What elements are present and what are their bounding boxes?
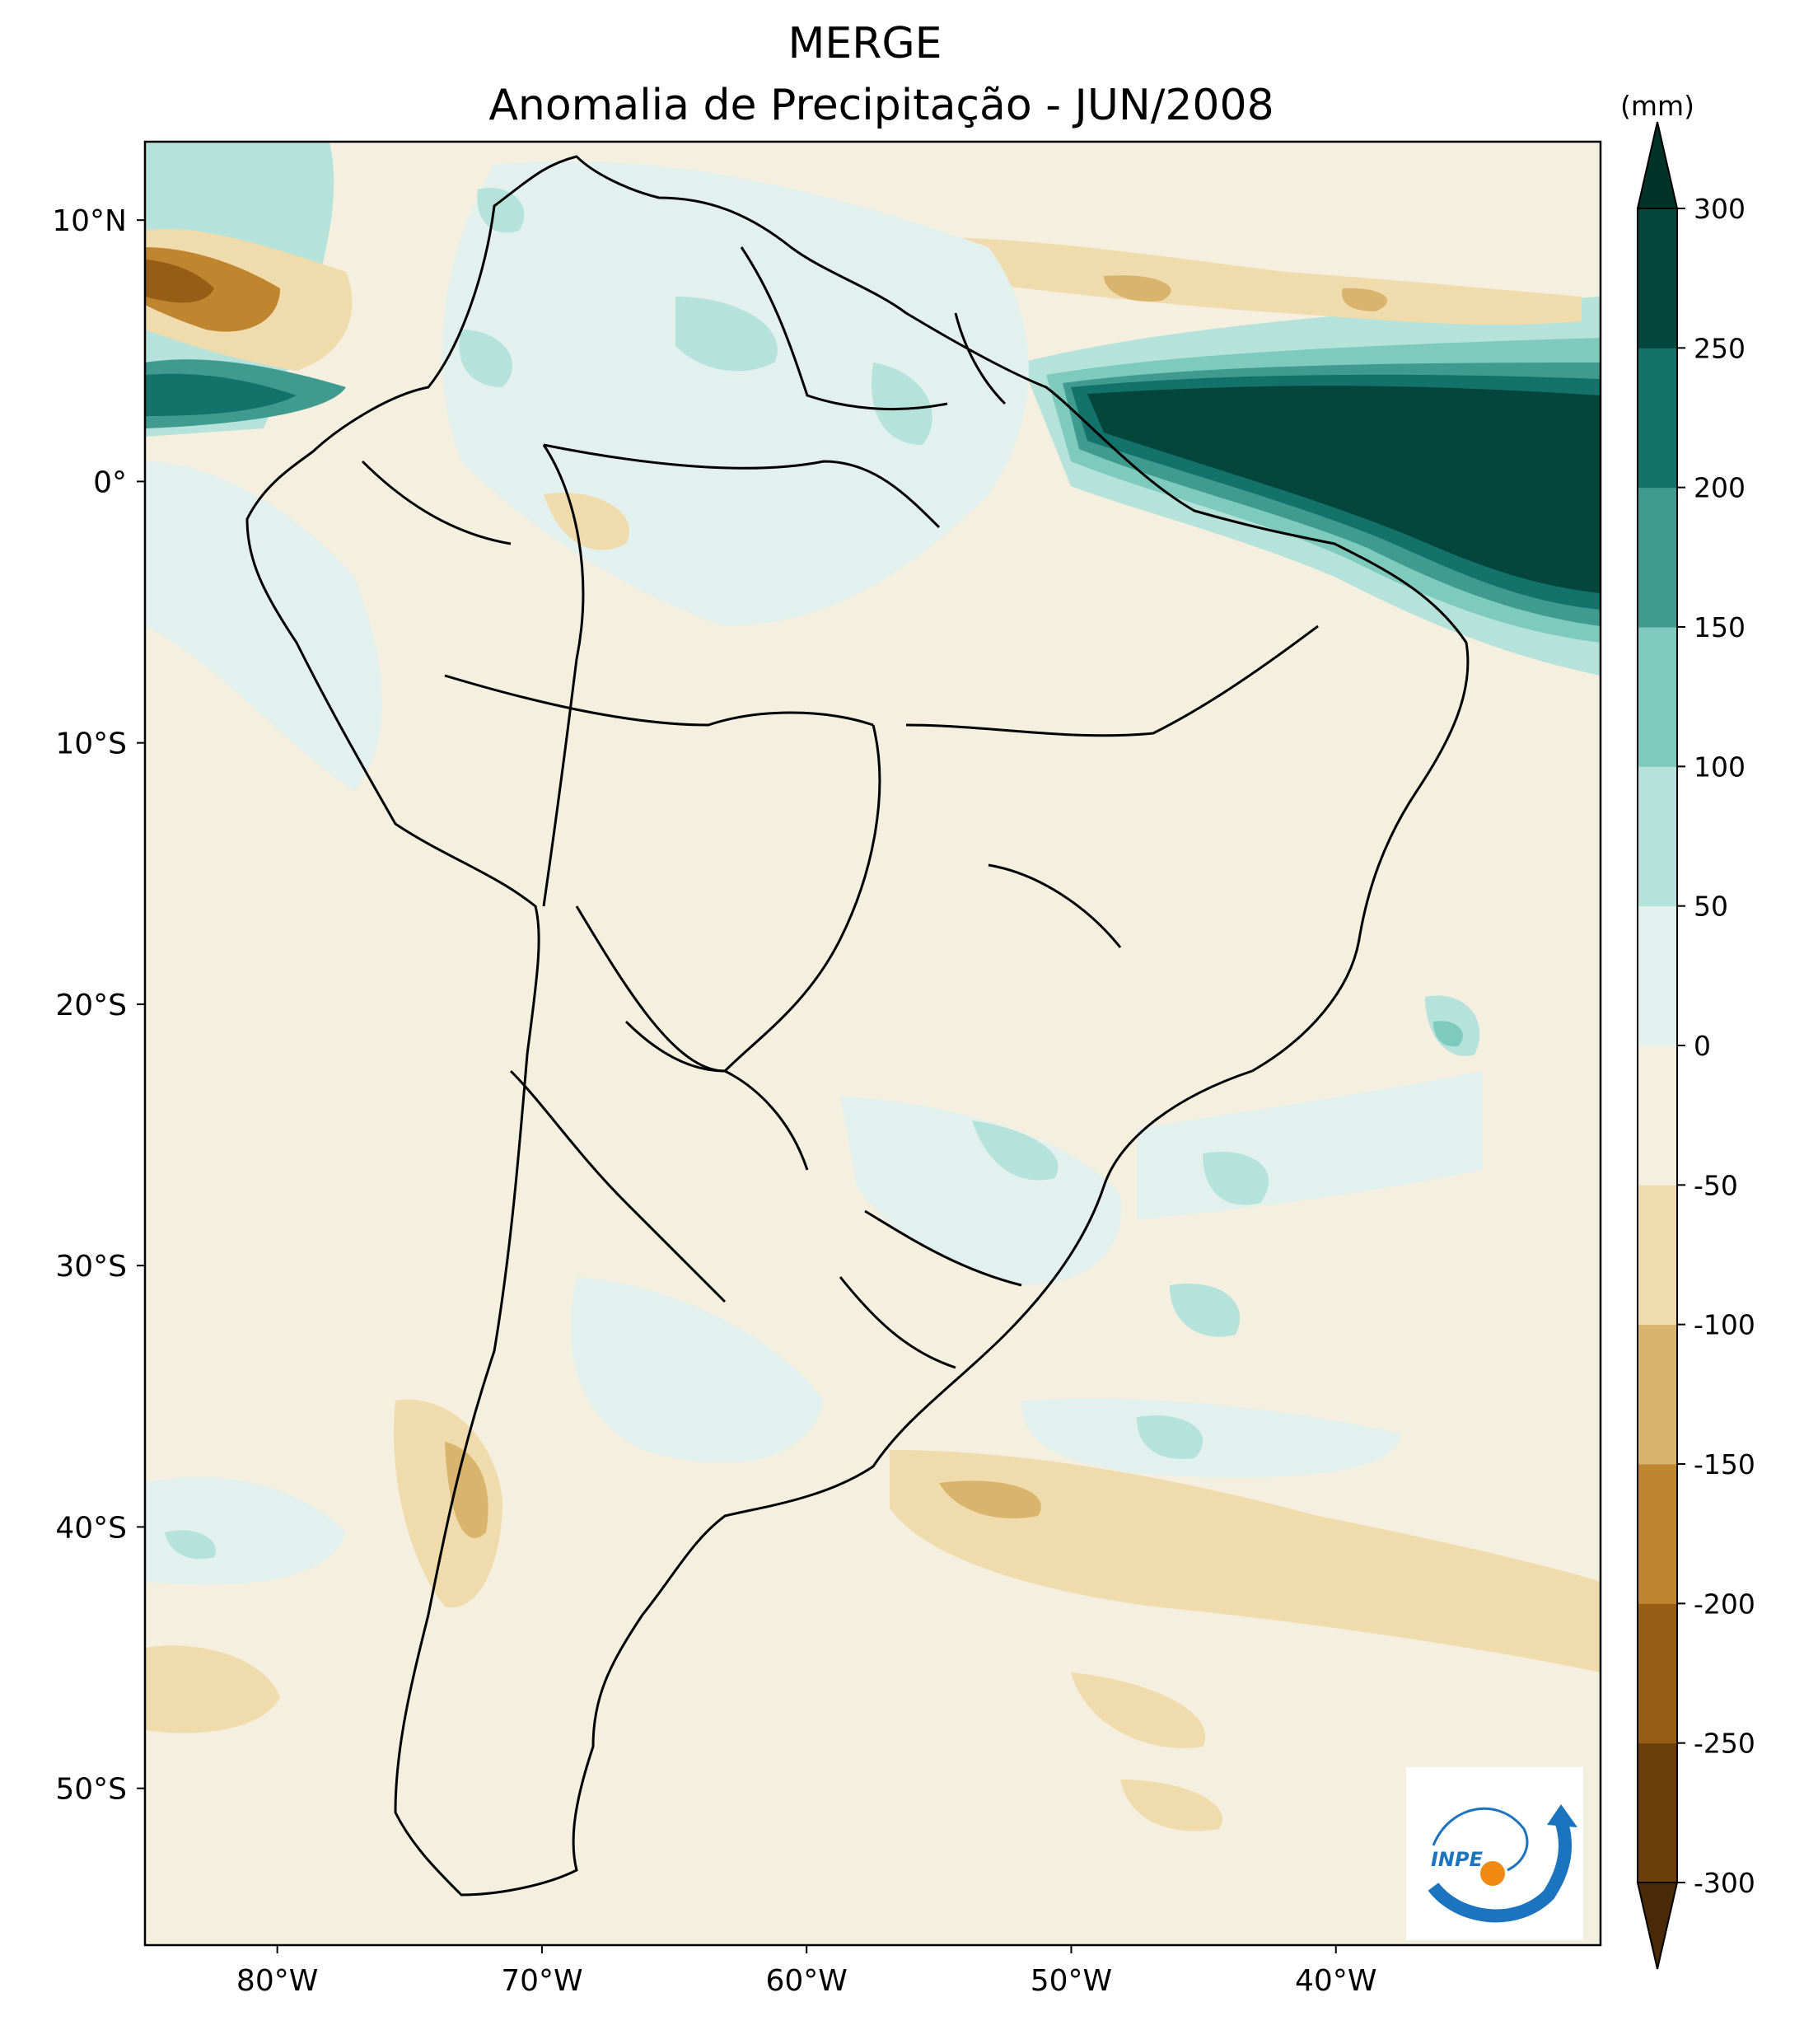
anomaly-area-negative (145, 260, 214, 303)
anomaly-area-positive (1170, 1284, 1241, 1337)
anomaly-area-negative (1342, 288, 1388, 311)
logo-orbit (1432, 1807, 1529, 1872)
colorbar-segment (1638, 208, 1677, 348)
south-america-coastline (245, 155, 1470, 1897)
anomaly-area-positive (145, 461, 382, 791)
logo-arrow (1547, 1804, 1577, 1827)
country-border (864, 1209, 1022, 1287)
anomaly-area-positive (570, 1277, 824, 1463)
anomaly-area-positive (872, 362, 932, 445)
colorbar-unit: (mm) (1620, 90, 1694, 122)
country-border (361, 460, 512, 545)
anomaly-area-negative (890, 237, 1582, 325)
precipitation-anomaly-field (145, 142, 1601, 1831)
anomaly-area-positive (477, 188, 525, 233)
anomaly-area-positive (675, 297, 778, 372)
country-border (954, 312, 1007, 405)
country-border (988, 863, 1122, 948)
lat-tick-label: 0° (93, 465, 127, 499)
country-border (740, 246, 948, 411)
colorbar-extend-max (1636, 121, 1679, 209)
anomaly-area-negative (394, 1399, 502, 1608)
country-border (509, 1069, 727, 1303)
lat-tick-label: 40°S (55, 1511, 127, 1545)
lat-tick-label: 20°S (55, 989, 127, 1022)
coastlines-and-borders (245, 155, 1470, 1897)
lat-tick-label: 30°S (55, 1250, 127, 1284)
colorbar-extend-min (1636, 1882, 1679, 1970)
colorbar-tick-label: 100 (1694, 751, 1746, 783)
anomaly-area-positive (459, 330, 512, 387)
anomaly-area-positive (1137, 1415, 1203, 1459)
colorbar-tick-label: -300 (1694, 1867, 1755, 1899)
lon-tick-label: 60°W (765, 1964, 847, 1998)
country-border (624, 1020, 726, 1073)
colorbar-segment (1638, 766, 1677, 907)
colorbar-segment (1638, 1185, 1677, 1326)
anomaly-area-negative (890, 1450, 1601, 1672)
lon-tick-label: 50°W (1031, 1964, 1112, 1998)
colorbar-tick-label: -200 (1694, 1588, 1755, 1620)
anomaly-area-negative (939, 1480, 1041, 1519)
colorbar-tick-label: 300 (1694, 193, 1746, 225)
lat-tick-label: 50°S (55, 1773, 127, 1807)
longitude-axis: 80°W 70°W 60°W 50°W 40°W (236, 1945, 1376, 1998)
country-border (839, 1276, 956, 1369)
map-area: INPE (143, 140, 1602, 1947)
colorbar-segment (1638, 905, 1677, 1046)
lon-tick-label: 40°W (1295, 1964, 1376, 1998)
lon-tick-label: 70°W (501, 1964, 582, 1998)
colorbar-tick-label: 250 (1694, 332, 1746, 364)
country-border (542, 444, 585, 907)
map-subtitle: Anomalia de Precipitação - JUN/2008 (488, 81, 1274, 130)
map-title: MERGE (787, 19, 942, 68)
colorbar-segment (1638, 1603, 1677, 1744)
logo-text: INPE (1431, 1848, 1484, 1871)
colorbar-segment (1638, 348, 1677, 489)
anomaly-area-positive (1087, 386, 1601, 593)
colorbar-segment (1638, 1324, 1677, 1465)
anomaly-area-positive (1203, 1152, 1269, 1205)
anomaly-area-positive (972, 1120, 1059, 1181)
anomaly-area-positive (1021, 1398, 1400, 1478)
map-frame (143, 140, 1602, 1947)
colorbar-segment (1638, 487, 1677, 628)
lat-tick-label: 10°S (55, 727, 127, 761)
logo-arc (1428, 1818, 1572, 1923)
lon-tick-label: 80°W (236, 1964, 318, 1998)
inpe-logo: INPE (1406, 1767, 1583, 1940)
anomaly-area-negative (1120, 1780, 1222, 1831)
anomaly-area-negative (544, 493, 629, 550)
logo-sun (1480, 1861, 1505, 1886)
colorbar-segment (1638, 1464, 1677, 1604)
colorbar-tick-label: -50 (1694, 1169, 1738, 1201)
anomaly-area-positive (165, 1530, 216, 1560)
colorbar-tick-label: 150 (1694, 611, 1746, 643)
colorbar-segment (1638, 627, 1677, 767)
colorbar-tick-label: -250 (1694, 1728, 1755, 1760)
colorbar-tick-label: -100 (1694, 1309, 1755, 1341)
lat-tick-label: 10°N (52, 204, 127, 238)
anomaly-area-negative (1104, 275, 1171, 302)
colorbar-segment (1638, 1045, 1677, 1186)
anomaly-area-negative (145, 1645, 280, 1733)
country-border (543, 443, 941, 529)
country-border (905, 624, 1319, 737)
anomaly-area-negative (445, 1442, 488, 1538)
anomaly-area-positive (145, 373, 297, 416)
colorbar-tick-label: 200 (1694, 472, 1746, 504)
colorbar-tick-label: -150 (1694, 1448, 1755, 1480)
colorbar-tick-label: 0 (1694, 1030, 1711, 1062)
colorbar-segment (1638, 1742, 1677, 1883)
country-border (723, 724, 881, 1073)
latitude-axis: 10°N 0° 10°S 20°S 30°S 40°S 50°S (52, 204, 145, 1807)
anomaly-area-negative (1071, 1672, 1206, 1748)
colorbar-tick-label: 50 (1694, 891, 1728, 923)
anomaly-area-positive (1433, 1021, 1463, 1047)
country-border (444, 674, 874, 727)
colorbar: (mm) -300 -250 -200 -150 -100 -50 0 50 100 150 200… (1620, 90, 1755, 1970)
